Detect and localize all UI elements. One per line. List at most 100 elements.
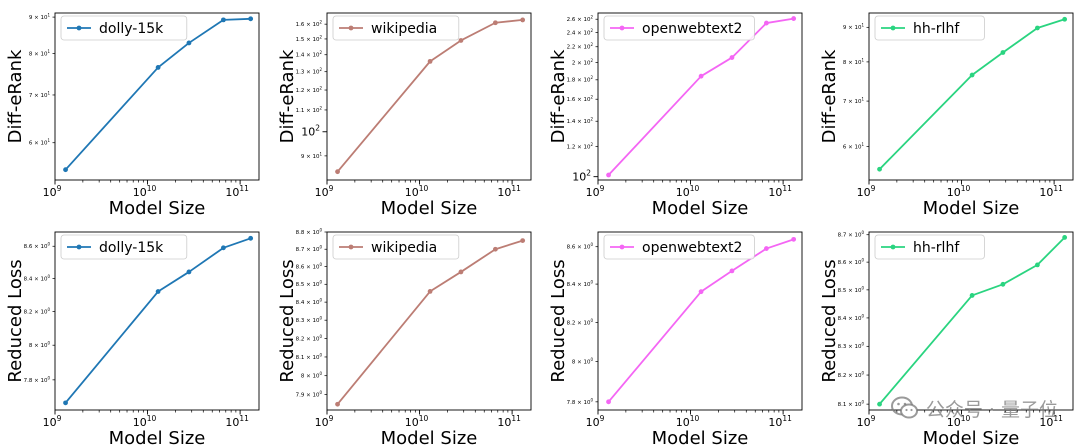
y-tick-label: 1.8 × 102: [567, 75, 594, 84]
subplot-r2c3: 109 1010 1011 7.8 × 100 8 × 100 8.2 × 100 8.4 …: [548, 231, 803, 446]
y-tick-label: 8.3 × 100: [296, 316, 323, 325]
series-line-wikipedia: [336, 19, 523, 173]
y-tick-label: 9 × 101: [29, 13, 51, 22]
data-point: [520, 238, 526, 243]
y-tick-label: 1.4 × 102: [567, 117, 594, 126]
y-tick-label: 8.2 × 100: [296, 334, 323, 343]
y-tick-label: 6 × 101: [843, 142, 865, 151]
x-axis-label: Model Size: [923, 198, 1020, 219]
legend-box: [874, 234, 985, 260]
y-tick-label: 8 × 100: [572, 357, 594, 366]
y-tick-label: 8.4 × 100: [838, 313, 865, 322]
data-point: [791, 236, 797, 242]
x-tick-label: 109: [857, 184, 876, 199]
legend-box: [603, 234, 755, 260]
x-axis-label: Model Size: [652, 428, 749, 446]
x-tick-label: 1011: [225, 184, 249, 199]
x-tick-label: 1010: [676, 414, 700, 429]
data-point: [458, 38, 464, 43]
y-tick-label: 8 × 101: [29, 49, 51, 58]
legend-box: [60, 15, 188, 41]
data-point: [1062, 16, 1068, 22]
data-point: [1000, 50, 1006, 55]
legend-box: [603, 15, 755, 41]
y-axis-label: Reduced Loss: [819, 259, 840, 382]
axes-frame: [54, 12, 260, 181]
y-tick-label: 8.2 × 100: [838, 370, 865, 379]
y-tick-label: 1.1 × 102: [296, 105, 323, 114]
x-tick-label: 109: [586, 414, 605, 429]
x-tick-label: 1010: [676, 184, 700, 199]
y-tick-label: 1.6 × 102: [296, 20, 323, 29]
x-tick-label: 1010: [947, 184, 971, 199]
y-axis-label: Diff-eRank: [277, 49, 298, 143]
x-axis-label: Model Size: [381, 198, 478, 219]
subplot-r1c3: 109 1010 1011 102 1.2 × 102 1.4 × 102 1.6 × 10…: [548, 12, 803, 219]
x-tick-label: 1011: [497, 184, 521, 199]
x-axis-label: Model Size: [109, 198, 206, 219]
legend-box: [874, 15, 985, 41]
legend-label: wikipedia: [371, 21, 437, 37]
data-point: [458, 269, 464, 275]
data-point: [221, 17, 226, 23]
x-tick-label: 1011: [768, 414, 792, 429]
y-tick-label: 1.2 × 102: [567, 142, 594, 151]
x-tick-label: 1010: [405, 184, 429, 199]
data-point: [606, 172, 611, 178]
y-tick-label: 7.8 × 100: [567, 397, 594, 406]
y-tick-label: 8.6 × 100: [567, 242, 594, 251]
watermark-text: 公众号 · 量子位: [925, 398, 1058, 421]
data-point: [248, 235, 254, 241]
x-tick-label: 1011: [1039, 414, 1063, 429]
x-tick-label: 1011: [1039, 184, 1063, 199]
data-point: [1035, 262, 1040, 268]
legend-marker: [619, 25, 625, 31]
y-tick-label: 8.7 × 100: [838, 230, 865, 239]
legend-label: openwebtext2: [642, 240, 742, 256]
legend-label: wikipedia: [371, 240, 437, 256]
data-point: [63, 167, 68, 173]
y-tick-label: 1.2 × 102: [296, 85, 323, 94]
y-tick-label: 1.6 × 102: [567, 95, 594, 104]
data-point: [764, 246, 769, 251]
data-point: [63, 400, 68, 406]
x-axis-label: Model Size: [923, 428, 1020, 446]
y-tick-label: 8.1 × 100: [296, 352, 323, 361]
x-axis-label: Model Size: [652, 198, 749, 219]
axes-frame: [326, 12, 532, 181]
legend-marker: [76, 244, 82, 250]
y-tick-label: 9 × 101: [843, 23, 865, 32]
y-tick-label: 2 × 102: [572, 58, 594, 67]
y-tick-label: 1.4 × 102: [296, 50, 323, 59]
y-tick-label: 7 × 101: [29, 90, 51, 99]
data-point: [335, 401, 340, 407]
y-tick-label: 8.6 × 100: [296, 262, 323, 271]
y-axis-label: Reduced Loss: [548, 259, 569, 382]
data-point: [969, 293, 975, 298]
y-axis-label: Reduced Loss: [5, 259, 26, 382]
y-tick-label: 8 × 100: [29, 341, 51, 350]
legend-box: [332, 15, 460, 41]
data-point: [493, 246, 498, 252]
y-tick-label: 7.8 × 100: [24, 375, 51, 384]
legend-marker: [890, 244, 896, 250]
legend-label: hh-rlhf: [913, 240, 960, 256]
y-tick-label: 8.6 × 100: [24, 242, 51, 251]
y-tick-label: 7 × 101: [843, 97, 865, 106]
y-tick-label: 8.3 × 100: [838, 342, 865, 351]
legend-box: [332, 234, 460, 260]
data-point: [729, 55, 735, 60]
x-tick-label: 1011: [768, 184, 792, 199]
legend-marker: [348, 25, 354, 31]
data-point: [877, 166, 882, 172]
axes-frame: [326, 231, 532, 411]
y-tick-label: 2.4 × 102: [567, 28, 594, 37]
legend-marker: [348, 244, 354, 250]
x-tick-label: 109: [43, 414, 62, 429]
legend-label: openwebtext2: [642, 21, 742, 37]
series-line-dolly-15k: [64, 237, 251, 404]
legend-marker: [619, 244, 625, 250]
x-axis-label: Model Size: [109, 428, 206, 446]
data-point: [1062, 235, 1068, 240]
